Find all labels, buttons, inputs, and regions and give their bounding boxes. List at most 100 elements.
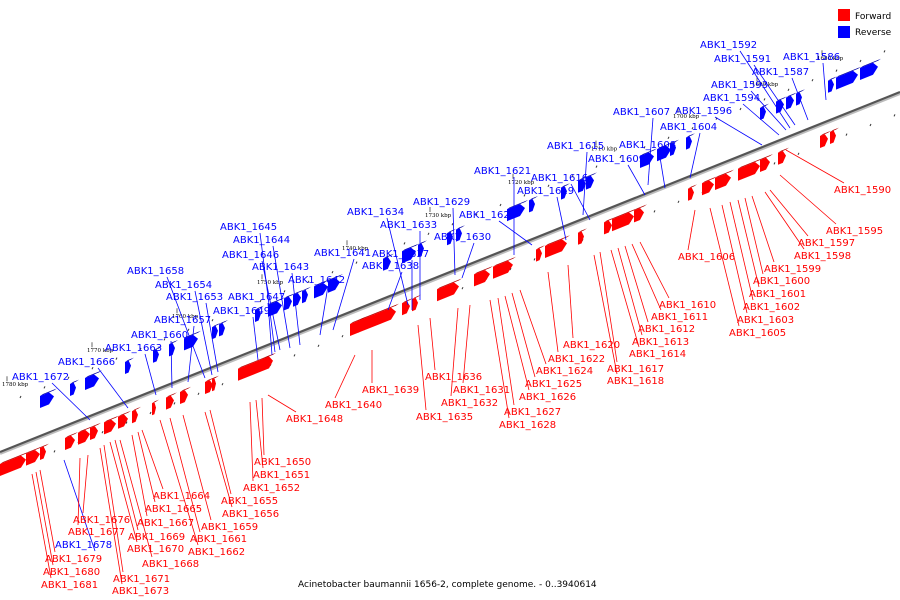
forward-gene-36 (40, 446, 46, 460)
forward-gene-10-top (604, 217, 615, 223)
reverse-gene-label: ABK1_1633 (380, 220, 437, 231)
forward-leader-line (141, 429, 164, 490)
forward-gene-label: ABK1_1673 (112, 586, 169, 597)
forward-gene-label: ABK1_1606 (678, 252, 735, 263)
guide-dash (643, 146, 646, 149)
tick-label: 1770 kbp (87, 348, 114, 354)
forward-gene-label: ABK1_1595 (826, 226, 883, 237)
forward-leader-line (610, 249, 640, 348)
forward-gene-14 (493, 260, 513, 279)
reverse-gene-11-top (578, 175, 589, 181)
forward-gene-0 (820, 134, 828, 148)
guide-dash (53, 450, 56, 453)
forward-gene-30 (132, 409, 138, 424)
forward-gene-15-top (474, 266, 493, 275)
reverse-gene-label: ABK1_1629 (413, 197, 470, 208)
tick-label: 1740 kbp (342, 246, 369, 252)
forward-leader-line (764, 191, 805, 250)
reverse-leader-line (272, 245, 291, 349)
reverse-leader-line (386, 217, 409, 306)
forward-gene-26 (166, 395, 174, 410)
reverse-leader-line (714, 116, 763, 146)
forward-gene-label: ABK1_1639 (362, 385, 419, 396)
forward-leader-line (249, 401, 254, 482)
forward-leader-line (737, 199, 760, 288)
reverse-gene-label: ABK1_1660 (131, 330, 188, 341)
reverse-gene-label: ABK1_1621 (474, 166, 531, 177)
forward-gene-32-top (78, 426, 93, 433)
guide-dash (19, 395, 22, 399)
forward-gene-label: ABK1_1597 (798, 238, 855, 249)
reverse-gene-13-top (561, 183, 570, 188)
reverse-gene-9 (657, 145, 671, 162)
tick-label: 1690 kbp (752, 82, 779, 88)
reverse-gene-1-top (860, 58, 881, 68)
forward-gene-label: ABK1_1617 (607, 364, 664, 375)
reverse-leader-line (627, 164, 646, 196)
forward-gene-32 (78, 429, 90, 445)
guide-dash (869, 123, 872, 127)
reverse-leader-line (582, 151, 588, 216)
forward-gene-label: ABK1_1632 (441, 398, 498, 409)
reverse-gene-label: ABK1_1637 (372, 249, 429, 260)
reverse-leader-line (252, 316, 259, 361)
guide-dash (773, 162, 776, 165)
reverse-leader-line (739, 50, 791, 129)
forward-gene-35-top (26, 446, 43, 454)
reverse-leader-line (63, 459, 96, 552)
caption-range: - 0..3940614 (539, 580, 597, 590)
reverse-gene-13 (561, 186, 567, 200)
reverse-leader-line (261, 260, 281, 351)
guide-dash (667, 136, 670, 140)
forward-gene-label: ABK1_1676 (73, 515, 130, 526)
reverse-gene-label: ABK1_1630 (434, 232, 491, 243)
reverse-leader-line (166, 276, 206, 379)
gene-features (0, 58, 881, 476)
reverse-leader-line (791, 77, 809, 121)
reverse-gene-8-top (640, 148, 657, 156)
forward-gene-label: ABK1_1679 (45, 554, 102, 565)
caption-organism: Acinetobacter baumannii 1656-2, complete… (298, 580, 536, 590)
reverse-leader-line (194, 290, 213, 376)
forward-gene-label: ABK1_1652 (243, 483, 300, 494)
forward-gene-label: ABK1_1600 (753, 276, 810, 287)
reverse-gene-15-top (529, 196, 538, 201)
forward-leader-line (31, 473, 52, 579)
forward-leader-line (334, 354, 356, 399)
forward-gene-label: ABK1_1614 (629, 349, 686, 360)
forward-leader-line (261, 397, 265, 456)
reverse-gene-6 (760, 106, 766, 120)
guide-dash (859, 59, 862, 63)
forward-leader-line (114, 439, 139, 531)
reverse-gene-36 (70, 382, 76, 396)
reverse-gene-33-top (125, 357, 134, 362)
forward-gene-label: ABK1_1671 (113, 574, 170, 585)
forward-gene-35 (26, 450, 40, 466)
tick-label: 1710 kbp (591, 147, 618, 153)
forward-gene-18 (412, 297, 418, 312)
reverse-gene-label: ABK1_1634 (347, 207, 404, 218)
forward-gene-24 (212, 378, 216, 392)
reverse-gene-label: ABK1_1654 (155, 280, 212, 291)
forward-gene-12 (536, 248, 542, 262)
reverse-gene-35 (40, 392, 54, 408)
reverse-gene-label: ABK1_1678 (55, 540, 112, 551)
guide-dash (379, 251, 382, 255)
guide-dash (763, 98, 766, 101)
forward-gene-14-top (493, 256, 516, 267)
forward-gene-label: ABK1_1625 (525, 379, 582, 390)
forward-gene-8 (612, 212, 634, 232)
reverse-gene-14-top (507, 200, 528, 210)
reverse-gene-18-top (383, 253, 394, 259)
forward-gene-label: ABK1_1669 (128, 532, 185, 543)
forward-gene-label: ABK1_1680 (43, 567, 100, 578)
reverse-leader-line (689, 132, 701, 179)
reverse-gene-label: ABK1_1596 (675, 106, 732, 117)
forward-leader-line (119, 439, 153, 558)
reverse-gene-label: ABK1_1607 (613, 107, 670, 118)
reverse-leader-line (647, 117, 654, 186)
forward-leader-line (82, 454, 89, 514)
forward-gene-33-top (90, 422, 101, 428)
forward-gene-4-top (760, 154, 773, 160)
reverse-gene-4-top (786, 92, 797, 98)
